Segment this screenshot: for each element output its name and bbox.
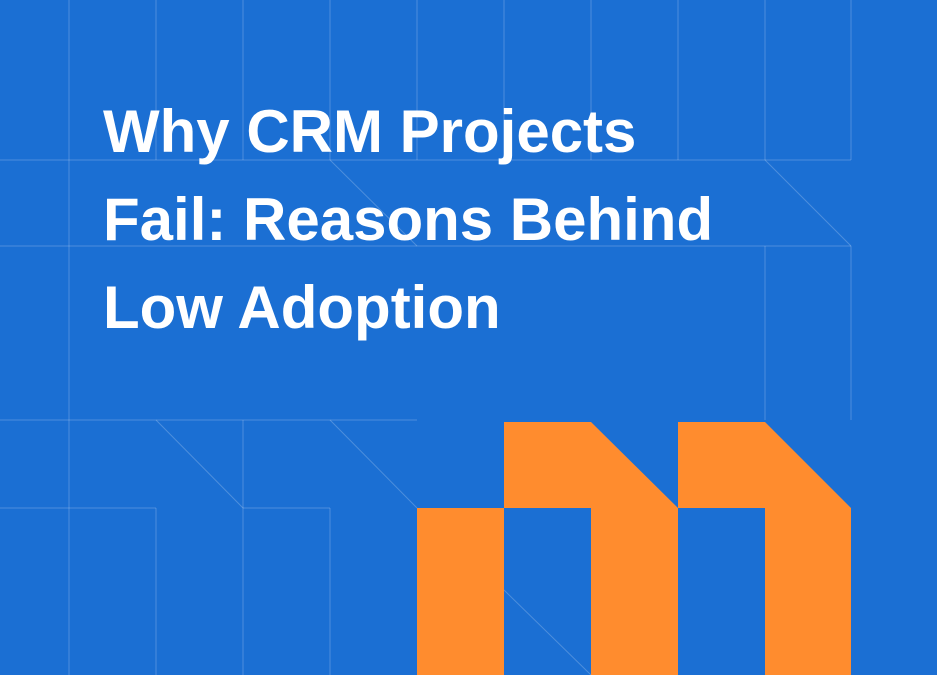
title-line: Fail: Reasons Behind <box>103 186 713 253</box>
title-line: Low Adoption <box>103 274 501 341</box>
logo-shape <box>417 422 851 675</box>
title-line: Why CRM Projects <box>103 98 636 165</box>
logo-block <box>417 508 504 675</box>
logo-block <box>678 422 851 675</box>
logo-block <box>504 422 678 675</box>
grid-pattern <box>0 0 852 675</box>
